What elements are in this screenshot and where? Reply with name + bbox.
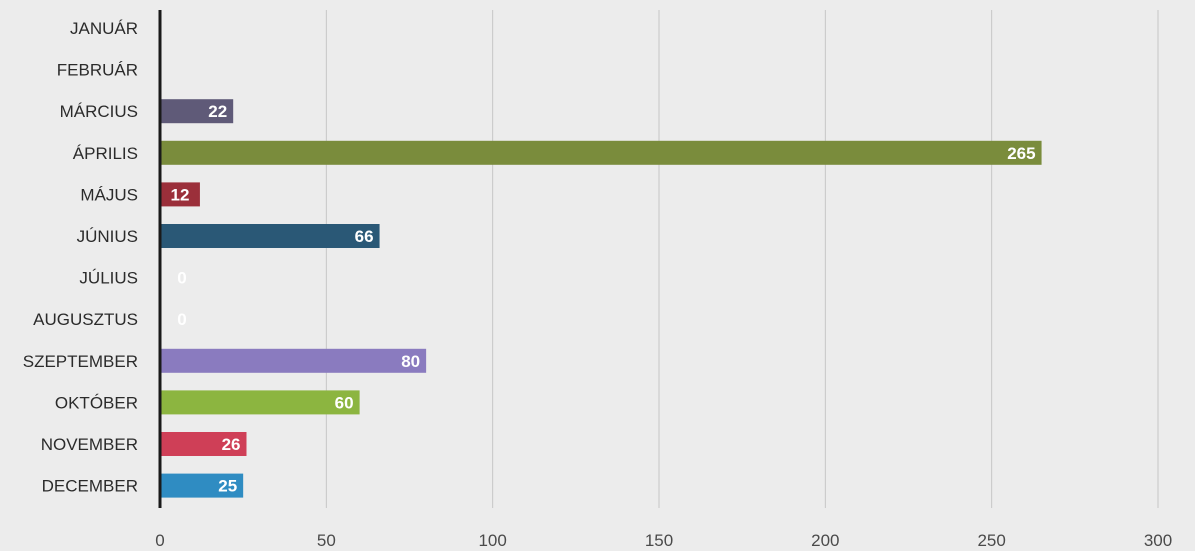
- x-tick-labels: 0 50 100 150 200 250 300: [155, 531, 1172, 550]
- data-label: 0: [177, 310, 186, 329]
- x-tick-label: 250: [977, 531, 1005, 550]
- data-label: 80: [401, 352, 420, 371]
- bar: [160, 140, 1042, 165]
- data-label: 22: [208, 102, 227, 121]
- data-label: 265: [1007, 144, 1035, 163]
- category-label: OKTÓBER: [55, 393, 138, 412]
- category-label: JÚLIUS: [79, 269, 138, 288]
- bar: [160, 390, 360, 415]
- data-label: 60: [335, 393, 354, 412]
- bar: [160, 99, 234, 124]
- category-label: AUGUSZTUS: [33, 310, 138, 329]
- category-label: DECEMBER: [42, 477, 138, 496]
- category-labels: JANUÁR FEBRUÁR MÁRCIUS ÁPRILIS MÁJUS JÚNIUS JÚ…: [23, 19, 138, 496]
- data-label: 26: [222, 435, 241, 454]
- data-label: 66: [355, 227, 374, 246]
- data-label: 0: [177, 269, 186, 288]
- category-label: MÁRCIUS: [60, 102, 138, 121]
- x-tick-label: 0: [155, 531, 164, 550]
- category-label: MÁJUS: [80, 185, 138, 204]
- x-tick-label: 200: [811, 531, 839, 550]
- bar: [160, 432, 247, 456]
- category-label: JANUÁR: [70, 19, 138, 38]
- category-label: SZEPTEMBER: [23, 352, 138, 371]
- category-label: JÚNIUS: [77, 227, 138, 246]
- category-label: FEBRUÁR: [57, 61, 138, 80]
- bar: [160, 348, 427, 373]
- x-tick-label: 150: [645, 531, 673, 550]
- bar: [160, 224, 380, 248]
- x-tick-label: 300: [1144, 531, 1172, 550]
- data-label: 12: [170, 185, 189, 204]
- data-label: 25: [218, 477, 237, 496]
- x-tick-label: 50: [317, 531, 336, 550]
- gridlines: [325, 10, 1159, 508]
- bar: [160, 182, 200, 207]
- bars: 22 265 12 66 0 0 80 60 26 25: [160, 99, 1042, 498]
- x-tick-label: 100: [478, 531, 506, 550]
- category-label: ÁPRILIS: [73, 144, 138, 163]
- category-label: NOVEMBER: [41, 435, 138, 454]
- bar: [160, 473, 244, 498]
